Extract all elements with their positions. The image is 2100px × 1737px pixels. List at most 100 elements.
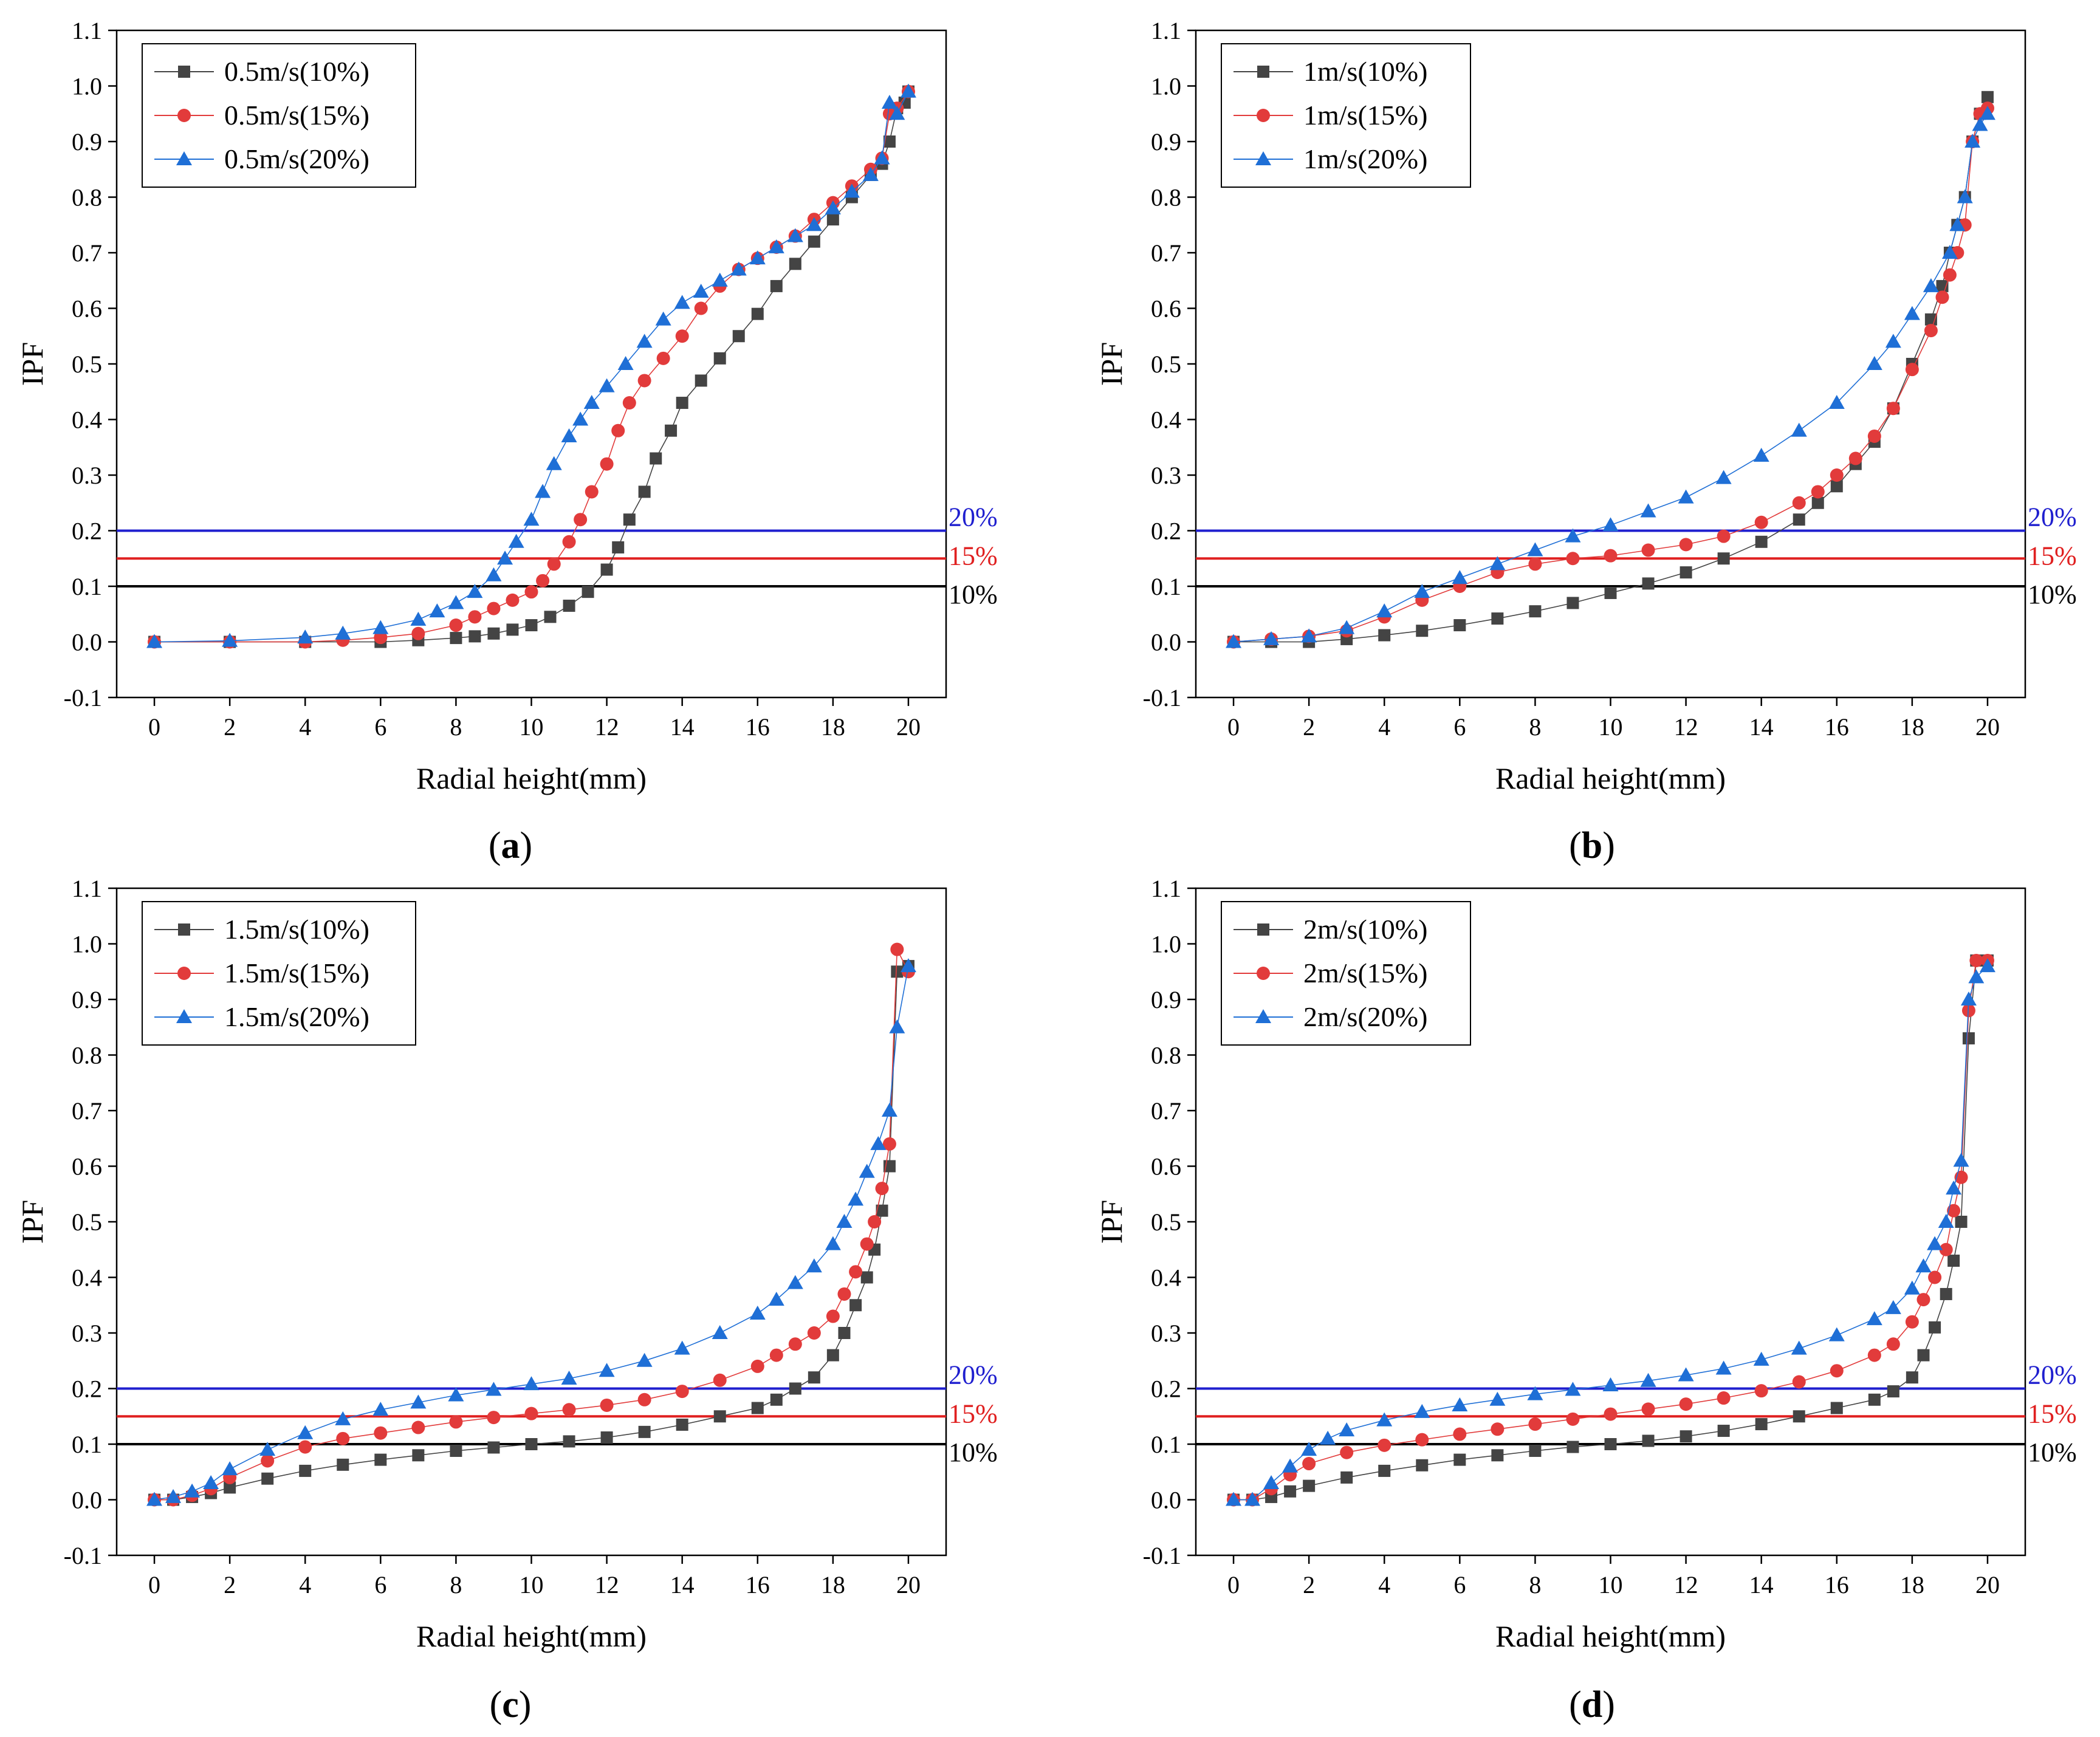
data-point <box>525 619 538 632</box>
y-tick-label: 0.6 <box>72 1153 102 1180</box>
data-point <box>1641 543 1655 557</box>
x-axis-label: Radial height(mm) <box>416 761 647 795</box>
y-tick-label: -0.1 <box>64 1542 102 1569</box>
data-point <box>203 1475 219 1490</box>
data-point <box>1566 597 1579 609</box>
data-point <box>1811 496 1824 509</box>
y-tick-label: 0.2 <box>1151 518 1181 545</box>
data-point <box>900 958 916 973</box>
reference-line-label: 15% <box>2028 1399 2077 1428</box>
data-point <box>1868 1393 1881 1406</box>
data-point <box>146 1492 163 1506</box>
data-point <box>374 1426 388 1440</box>
data-point <box>889 1019 905 1033</box>
x-tick-label: 18 <box>821 1571 845 1598</box>
data-point <box>1979 958 1995 973</box>
data-point <box>222 1461 238 1476</box>
y-axis-label: IPF <box>15 1200 49 1244</box>
data-point <box>1416 1459 1429 1471</box>
data-point <box>1339 1422 1355 1437</box>
data-point <box>525 1438 538 1450</box>
data-point <box>1282 1458 1299 1473</box>
legend-marker <box>1257 109 1270 122</box>
x-tick-label: 4 <box>299 1571 311 1598</box>
data-point <box>826 1349 839 1362</box>
data-point <box>1867 429 1881 443</box>
data-point <box>676 397 688 409</box>
y-tick-label: 0.9 <box>72 128 102 156</box>
data-point <box>546 456 562 470</box>
data-point <box>1715 1360 1732 1375</box>
data-point <box>487 1411 501 1425</box>
data-point <box>1754 515 1768 529</box>
data-point <box>1715 470 1732 484</box>
legend-marker <box>176 1009 192 1023</box>
data-point <box>524 1406 538 1420</box>
data-point <box>1452 1397 1468 1411</box>
y-tick-label: 0.9 <box>1151 986 1181 1013</box>
data-point <box>636 334 653 348</box>
legend-label: 1.5m/s(20%) <box>224 1001 369 1032</box>
x-tick-label: 2 <box>1303 1571 1315 1598</box>
data-point <box>1566 1441 1579 1453</box>
data-point <box>623 513 636 526</box>
data-point <box>544 611 557 623</box>
data-point <box>806 1258 822 1273</box>
data-point <box>574 513 588 527</box>
data-point <box>1640 1372 1656 1387</box>
data-point <box>1928 1270 1942 1284</box>
data-point <box>448 595 464 609</box>
data-point <box>1679 538 1693 552</box>
data-point <box>1929 1321 1941 1334</box>
data-point <box>1303 1479 1316 1492</box>
data-point <box>655 311 671 326</box>
legend-marker <box>1255 151 1271 165</box>
data-point <box>1301 628 1317 643</box>
data-point <box>808 235 820 248</box>
data-point <box>508 533 524 548</box>
data-point <box>599 378 615 392</box>
data-point <box>1452 570 1468 584</box>
data-point <box>1866 356 1882 370</box>
data-point <box>891 965 904 978</box>
data-point <box>1378 629 1391 642</box>
panel-caption: (a) <box>489 825 532 866</box>
data-point <box>299 1464 312 1477</box>
x-tick-label: 6 <box>1453 1571 1466 1598</box>
data-point <box>665 424 678 437</box>
y-tick-label: 1.0 <box>72 73 102 100</box>
data-point <box>1263 631 1280 645</box>
data-point <box>429 603 445 618</box>
data-point <box>1717 529 1731 543</box>
data-point <box>848 1191 864 1206</box>
data-point <box>1938 1214 1954 1228</box>
x-tick-label: 14 <box>1749 1571 1774 1598</box>
data-point <box>1680 566 1692 579</box>
data-point <box>712 1325 728 1339</box>
data-point <box>1791 1340 1807 1355</box>
data-point <box>770 279 783 292</box>
data-point <box>1964 134 1981 148</box>
data-point <box>883 135 896 148</box>
data-point <box>1602 517 1619 532</box>
data-point <box>1565 528 1581 543</box>
y-tick-label: 0.4 <box>72 1264 102 1292</box>
legend-label: 1m/s(10%) <box>1303 56 1427 87</box>
data-point <box>808 1371 820 1384</box>
data-point <box>1339 620 1355 634</box>
data-point <box>1906 1371 1918 1384</box>
data-point <box>1924 324 1938 338</box>
reference-line-label: 20% <box>2028 1360 2077 1390</box>
data-point <box>889 106 905 120</box>
x-tick-label: 18 <box>821 713 845 741</box>
x-tick-label: 8 <box>450 1571 462 1598</box>
reference-line-label: 10% <box>2028 580 2077 609</box>
data-point <box>1935 290 1949 304</box>
data-point <box>1755 535 1768 548</box>
data-point <box>1828 395 1845 409</box>
data-point <box>1943 268 1957 282</box>
y-tick-label: 1.0 <box>1151 931 1181 958</box>
data-point <box>337 1458 349 1471</box>
caption-open: ( <box>1569 1684 1582 1725</box>
data-point <box>467 584 483 598</box>
